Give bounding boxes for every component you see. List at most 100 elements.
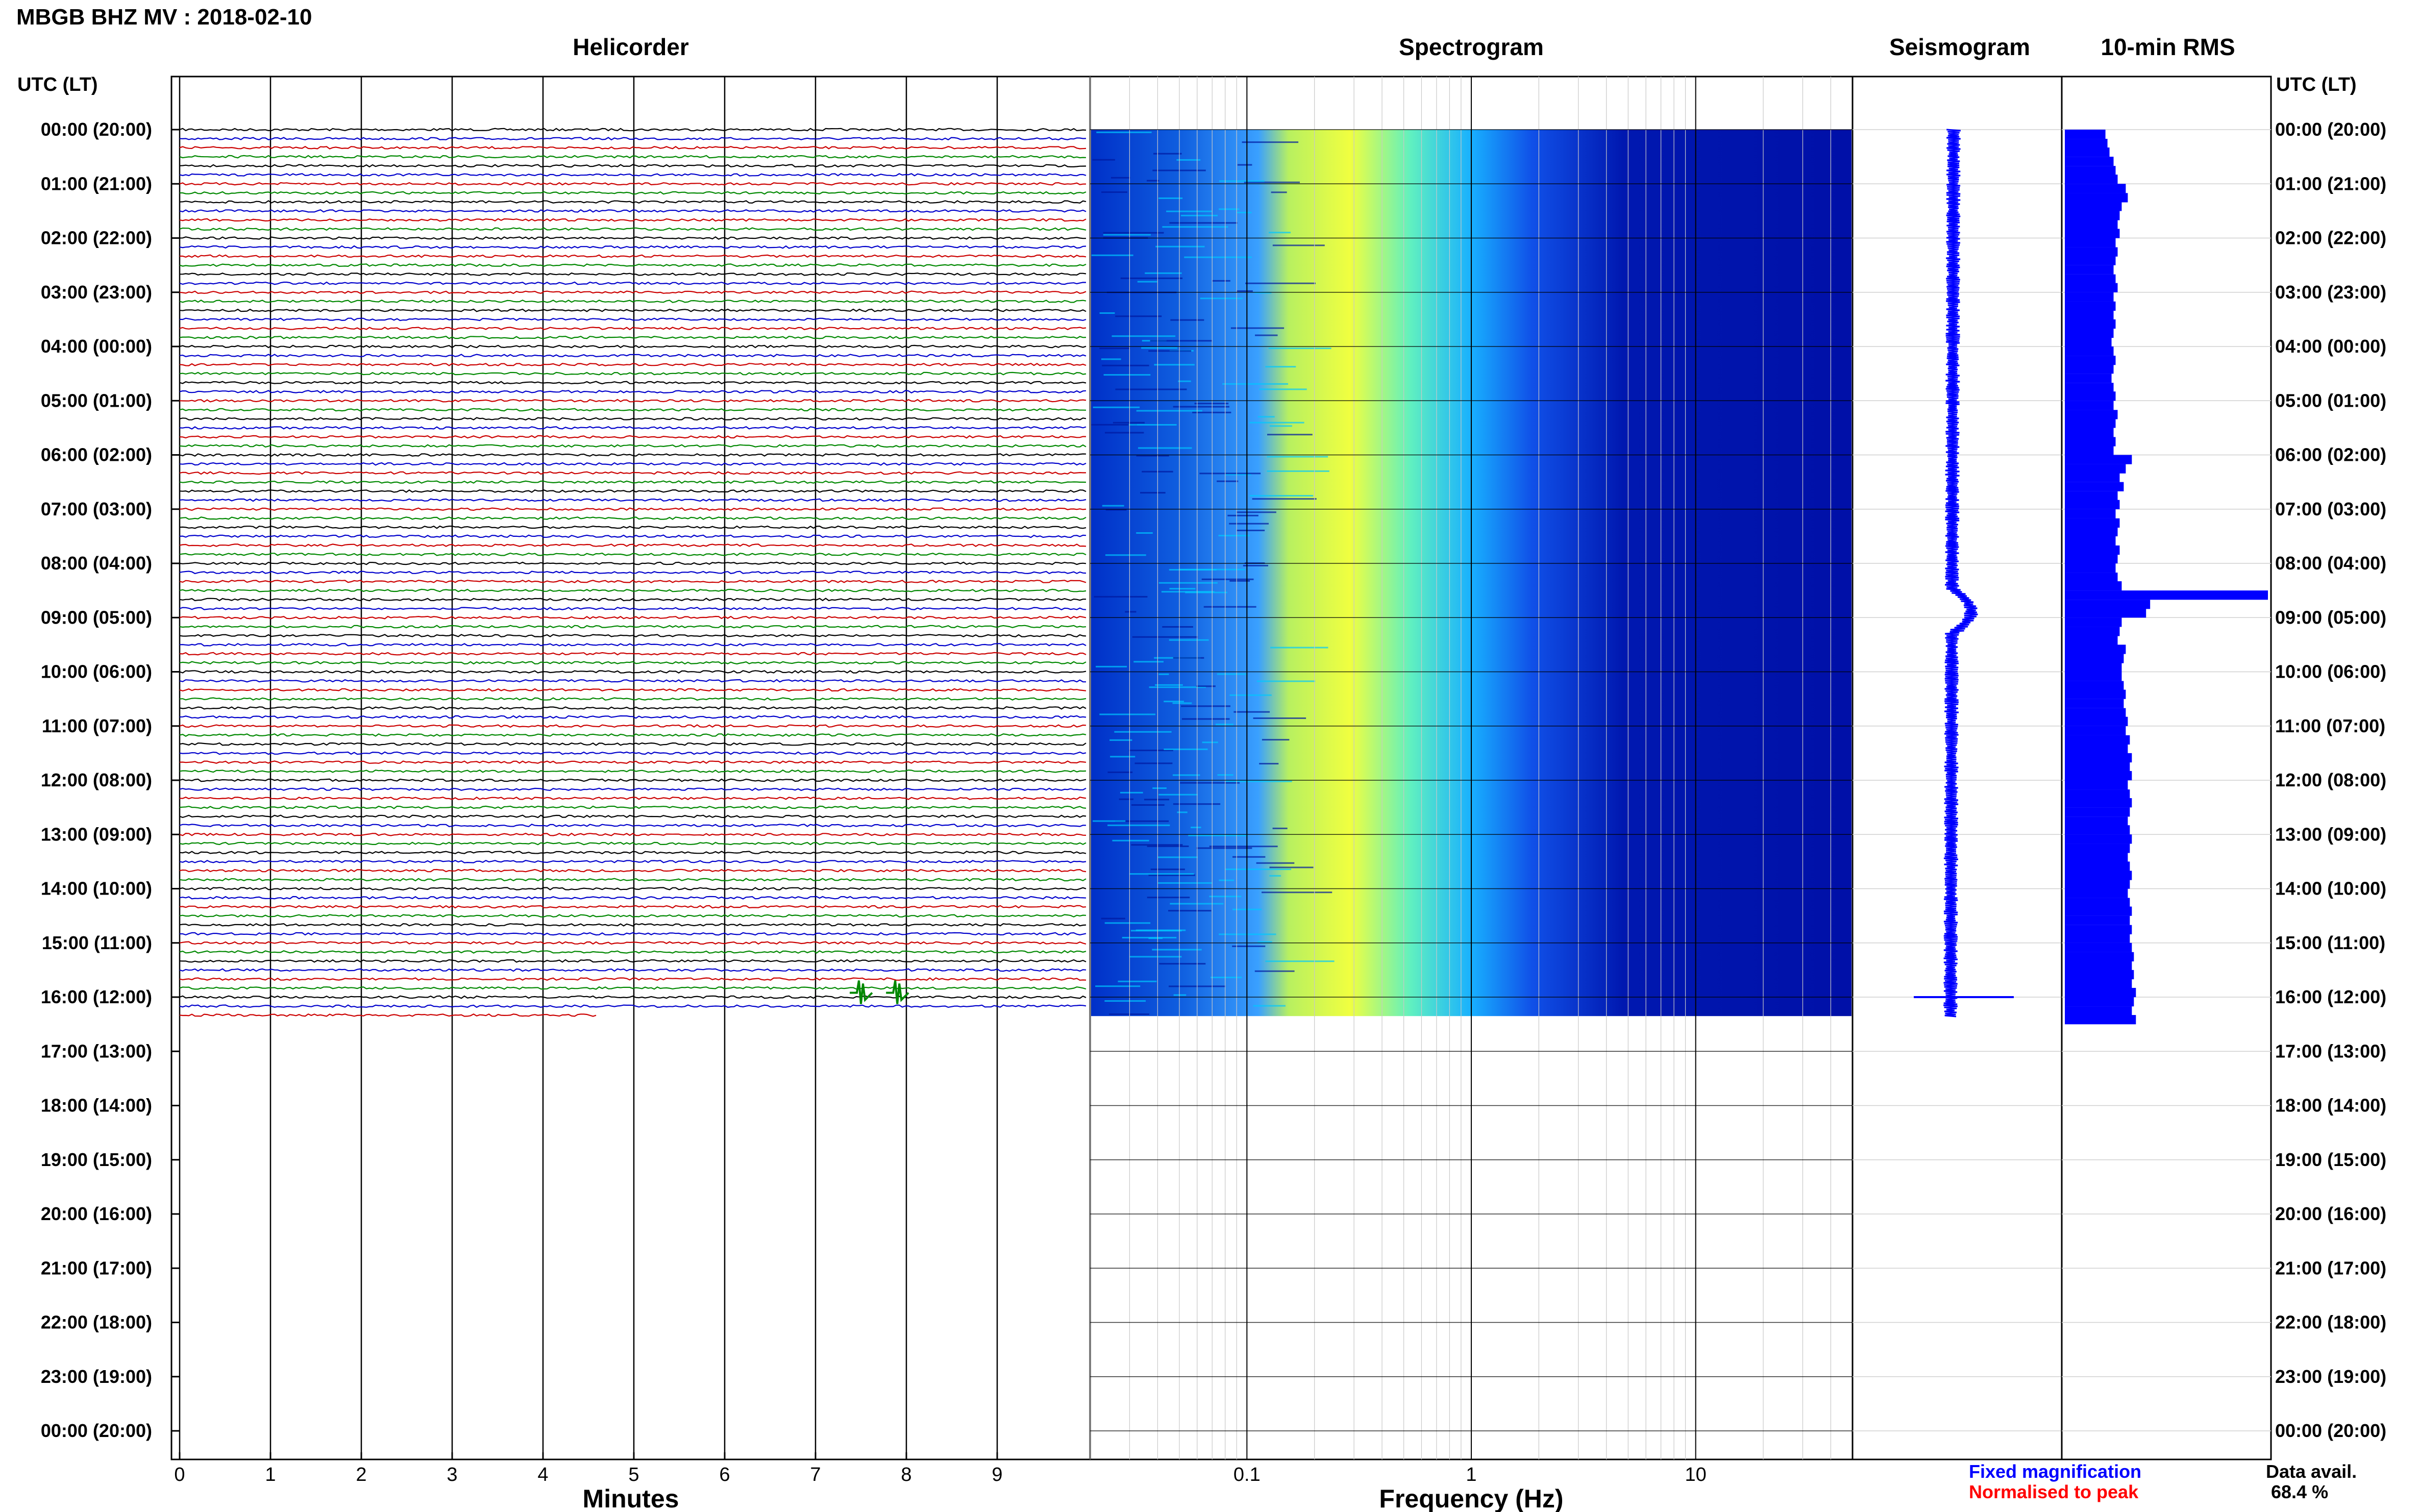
rms-bar xyxy=(2065,509,2116,518)
spectrogram-streak xyxy=(1237,212,1252,214)
helicorder-trace-line xyxy=(179,832,1087,836)
helicorder-trace-line xyxy=(179,290,1087,294)
helicorder-trace-line xyxy=(179,841,1087,846)
spectrogram-streak xyxy=(1237,290,1253,292)
time-label-left: 16:00 (12:00) xyxy=(41,986,152,1007)
helicorder-trace-line xyxy=(179,471,1086,475)
helicorder-trace-line xyxy=(179,498,1087,502)
spectrogram-streak xyxy=(1170,319,1204,321)
helicorder-trace-line xyxy=(179,607,1087,611)
spectrogram-streak xyxy=(1129,873,1194,875)
time-label-right: 00:00 (20:00) xyxy=(2275,1420,2386,1441)
rms-bar xyxy=(2065,482,2124,491)
helicorder-trace-line xyxy=(179,417,1087,421)
time-label-right: 18:00 (14:00) xyxy=(2275,1095,2386,1116)
rms-bar xyxy=(2065,879,2130,889)
rms-bar xyxy=(2065,987,2136,998)
time-label-right: 16:00 (12:00) xyxy=(2275,986,2386,1007)
time-label-left: 20:00 (16:00) xyxy=(41,1203,152,1224)
rms-bar xyxy=(2065,735,2130,745)
rms-bar xyxy=(2065,762,2130,772)
time-label-left: 12:00 (08:00) xyxy=(41,770,152,790)
spectrogram-streak xyxy=(1178,380,1191,382)
spectrogram-streak xyxy=(1249,494,1314,497)
seismogram-title: Seismogram xyxy=(1889,34,2030,60)
helicorder-trace-line xyxy=(179,362,1087,366)
rms-bar xyxy=(2065,925,2132,934)
spectrogram-streak xyxy=(1132,636,1198,638)
spectrogram-streak xyxy=(1162,226,1228,228)
helicorder-trace-line xyxy=(179,950,1087,954)
spectrogram-streak xyxy=(1146,180,1159,182)
spectrogram-streak xyxy=(1136,929,1186,931)
right-axis-label: UTC (LT) xyxy=(2276,74,2357,95)
time-label-right: 03:00 (23:00) xyxy=(2275,282,2386,303)
time-label-left: 18:00 (14:00) xyxy=(41,1095,152,1116)
spectrogram-streak xyxy=(1169,222,1238,224)
spectrogram-streak xyxy=(1155,684,1183,686)
spectrogram-streak xyxy=(1150,340,1213,342)
spectrogram-streak xyxy=(1191,826,1201,828)
spectrogram-streak xyxy=(1093,820,1126,822)
time-label-left: 21:00 (17:00) xyxy=(41,1257,152,1278)
spectrogram-streak xyxy=(1169,569,1217,571)
spectrogram-streak xyxy=(1219,180,1265,182)
spectrogram-streak xyxy=(1232,856,1266,858)
spectrogram-streak xyxy=(1112,335,1176,337)
spectrogram-streak xyxy=(1196,685,1216,687)
spectrogram-streak xyxy=(1202,741,1218,743)
helicorder-trace-line xyxy=(179,887,1087,890)
time-label-right: 15:00 (11:00) xyxy=(2275,932,2385,953)
helicorder-panel xyxy=(170,76,1091,1460)
helicorder-trace-line xyxy=(179,571,1087,575)
rms-bar xyxy=(2065,888,2128,898)
spectrogram-streak xyxy=(1219,879,1235,881)
rms-bar xyxy=(2065,256,2116,265)
rms-bar xyxy=(2065,211,2120,220)
spectrogram-streak xyxy=(1158,197,1183,199)
helicorder-trace-line xyxy=(179,724,1087,728)
helicorder-trace-line xyxy=(179,869,1087,873)
helicorder-trace-line xyxy=(179,200,1087,204)
helicorder-trace-line xyxy=(179,760,1087,764)
spectrogram-streak xyxy=(1259,388,1307,390)
time-label-left: 19:00 (15:00) xyxy=(41,1149,152,1170)
rms-bar xyxy=(2065,681,2124,690)
helicorder-trace-line xyxy=(179,453,1087,457)
rms-bar xyxy=(2065,500,2120,509)
spectrogram-streak xyxy=(1101,918,1125,920)
rms-bar xyxy=(2065,789,2130,799)
time-label-left: 03:00 (23:00) xyxy=(41,282,152,303)
rms-bar xyxy=(2065,743,2128,754)
spectrogram-streak xyxy=(1268,348,1331,350)
rms-bar xyxy=(2065,699,2124,708)
spectrogram-streak xyxy=(1141,347,1178,349)
helicorder-trace-line xyxy=(179,335,1087,339)
spectrogram-streak xyxy=(1095,985,1141,987)
time-label-right: 06:00 (02:00) xyxy=(2275,444,2386,465)
rms-bar xyxy=(2065,518,2120,528)
helicorder-x-tick-label: 2 xyxy=(356,1464,366,1485)
helicorder-trace-line xyxy=(179,299,1087,303)
spectrogram-streak xyxy=(1209,846,1278,848)
helicorder-trace-line xyxy=(179,317,1087,321)
spectrogram-streak xyxy=(1267,470,1329,472)
spectrogram-streak xyxy=(1147,897,1190,899)
rms-bar xyxy=(2065,933,2130,943)
spectrogram-streak xyxy=(1236,529,1265,531)
rms-bar xyxy=(2065,753,2132,763)
helicorder-event-burst xyxy=(850,980,873,1004)
rms-bar xyxy=(2065,617,2122,627)
rms-bar xyxy=(2065,871,2132,880)
helicorder-trace-line xyxy=(179,426,1087,430)
spectrogram-streak xyxy=(1115,820,1169,822)
time-label-left: 04:00 (00:00) xyxy=(41,336,152,357)
helicorder-trace-line xyxy=(179,155,1087,159)
rms-bar xyxy=(2065,328,2114,338)
spectrogram-streak xyxy=(1133,661,1164,663)
spectrogram-streak xyxy=(1219,208,1240,210)
rms-bar xyxy=(2065,654,2124,663)
rms-bar xyxy=(2065,527,2118,537)
helicorder-trace-line xyxy=(179,598,1086,602)
time-label-left: 15:00 (11:00) xyxy=(42,932,152,953)
